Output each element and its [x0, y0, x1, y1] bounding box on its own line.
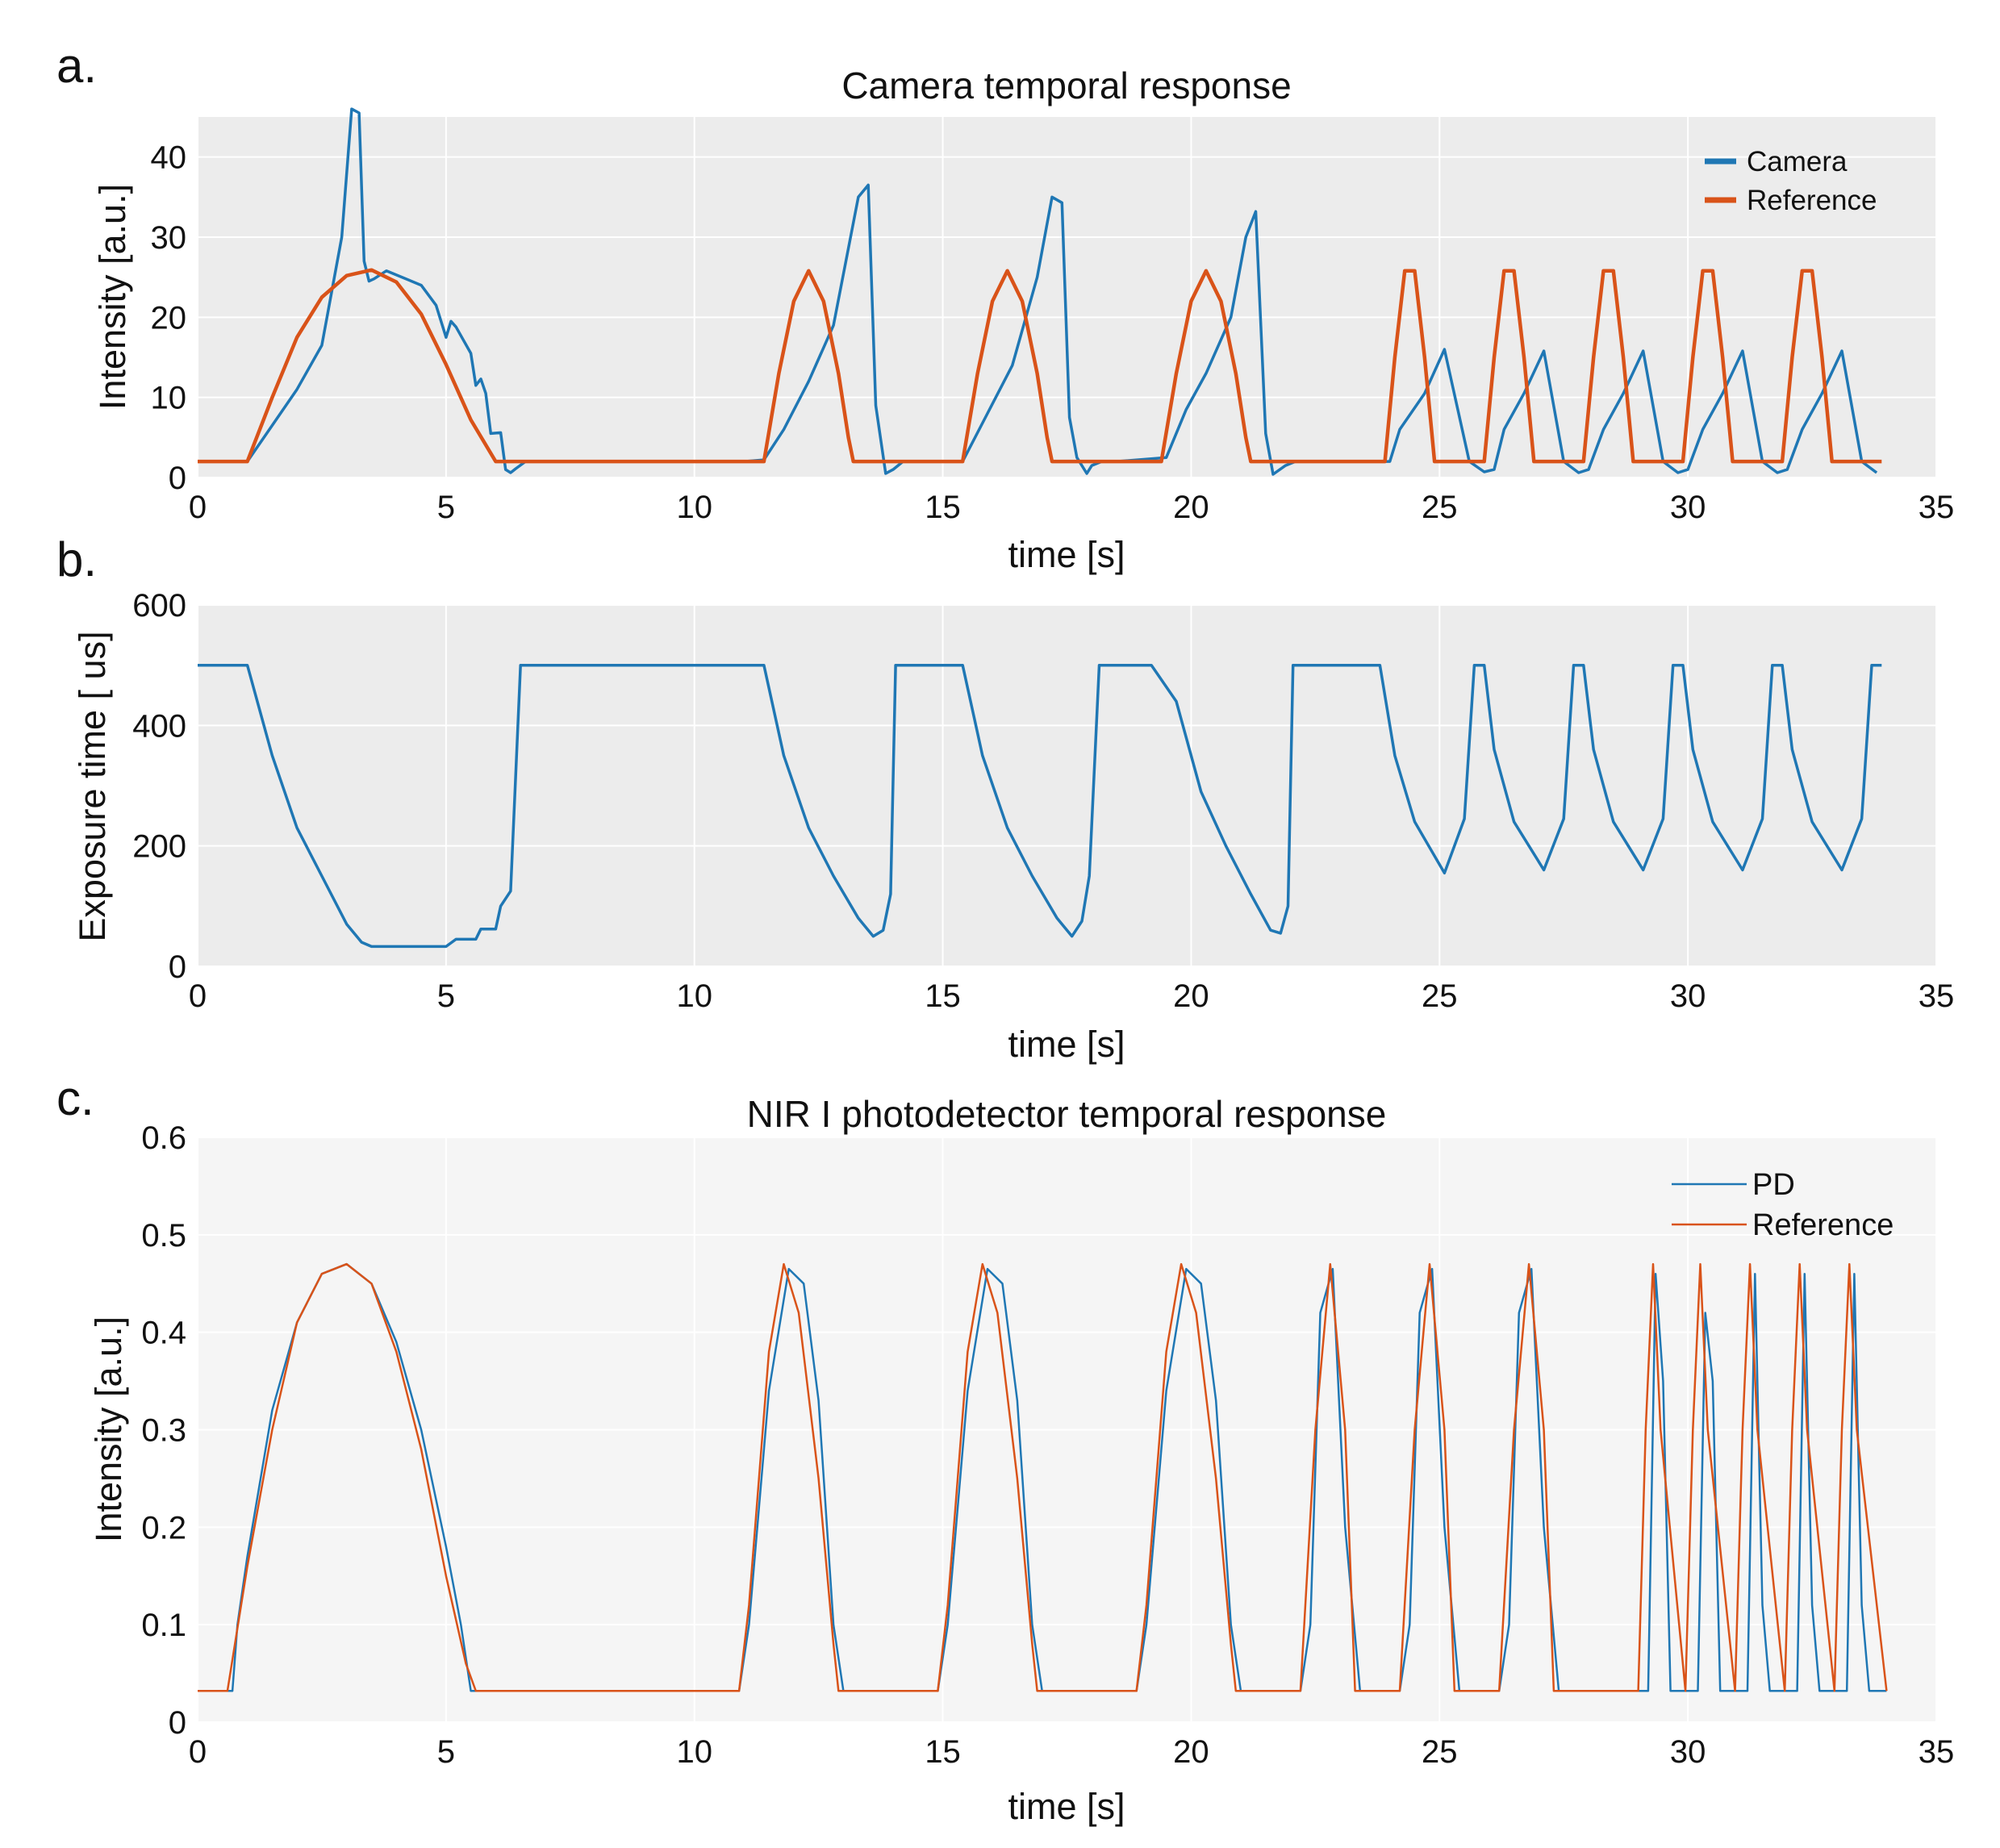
y-axis-label: Intensity [a.u.]: [92, 184, 133, 410]
y-tick-label: 0: [169, 1705, 186, 1741]
y-tick-label: 0.4: [141, 1316, 186, 1351]
x-tick-label: 0: [189, 978, 207, 1014]
chart-title: NIR I photodetector temporal response: [747, 1093, 1387, 1135]
x-tick-label: 0: [189, 1734, 207, 1770]
y-tick-labels: 0 0.1 0.2 0.3 0.4 0.5 0.6: [141, 1120, 186, 1741]
x-tick-label: 25: [1422, 978, 1458, 1014]
legend: Camera Reference: [1705, 146, 1877, 216]
y-tick-label: 600: [132, 588, 186, 624]
plot-area: [198, 605, 1936, 966]
y-tick-label: 0.1: [141, 1608, 186, 1643]
plot-area: [198, 117, 1936, 478]
y-tick-label: 0.2: [141, 1510, 186, 1546]
series-line-reference: [198, 1262, 1888, 1692]
panel-letter-b: b.: [56, 532, 97, 586]
y-tick-label: 400: [132, 708, 186, 744]
legend-label-pd: PD: [1752, 1168, 1795, 1202]
x-axis-label: time [s]: [1008, 534, 1125, 575]
x-tick-label: 20: [1173, 490, 1209, 525]
x-tick-label: 20: [1173, 1734, 1209, 1770]
chart-title: Camera temporal response: [841, 65, 1291, 106]
x-tick-labels: 0 5 10 15 20 25 30 35: [189, 978, 1954, 1014]
y-tick-label: 20: [151, 300, 187, 336]
x-tick-labels: 0 5 10 15 20 25 30 35: [189, 1734, 1954, 1770]
series-lines: [198, 1262, 1888, 1692]
x-tick-label: 5: [437, 1734, 455, 1770]
exposure-time-chart: 0 5 10 15 20 25 30 35 0 200 400 600 time [s] Expos…: [72, 588, 1954, 1065]
x-tick-label: 0: [189, 490, 207, 525]
series-line-reference: [198, 268, 1882, 464]
legend: PD Reference: [1672, 1168, 1894, 1242]
x-tick-label: 25: [1422, 1734, 1458, 1770]
y-tick-labels: 0 10 20 30 40: [151, 140, 187, 496]
x-tick-label: 35: [1919, 978, 1955, 1014]
x-tick-label: 5: [437, 978, 455, 1014]
x-tick-label: 35: [1919, 1734, 1955, 1770]
series-lines: [198, 107, 1882, 476]
panel-letter-a: a.: [56, 39, 97, 93]
y-tick-label: 0.6: [141, 1120, 186, 1156]
grid-lines: [197, 1137, 1937, 1723]
x-tick-label: 15: [925, 490, 961, 525]
x-tick-label: 30: [1670, 490, 1706, 525]
x-tick-label: 20: [1173, 978, 1209, 1014]
y-tick-label: 0: [169, 461, 186, 496]
x-tick-label: 25: [1422, 490, 1458, 525]
x-tick-label: 35: [1919, 490, 1955, 525]
y-tick-labels: 0 200 400 600: [132, 588, 186, 985]
x-tick-label: 30: [1670, 978, 1706, 1014]
y-tick-label: 10: [151, 381, 187, 416]
x-tick-label: 5: [437, 490, 455, 525]
photodetector-response-chart: 0 5 10 15 20 25 30 35 0 0.1 0.2 0.3 0.4 0.5 0.6 NIR I…: [88, 1093, 1954, 1827]
series-line: [198, 663, 1882, 949]
legend-label-reference: Reference: [1752, 1208, 1894, 1242]
x-tick-label: 10: [676, 1734, 712, 1770]
x-tick-label: 10: [676, 978, 712, 1014]
x-tick-label: 15: [925, 1734, 961, 1770]
grid-lines: [197, 117, 1937, 478]
y-axis-label: Intensity [a.u.]: [88, 1316, 129, 1542]
y-tick-label: 40: [151, 140, 187, 176]
y-tick-label: 0.3: [141, 1413, 186, 1449]
x-tick-labels: 0 5 10 15 20 25 30 35: [189, 490, 1954, 525]
x-tick-label: 15: [925, 978, 961, 1014]
y-axis-label: Exposure time [ us]: [72, 631, 113, 941]
y-tick-label: 200: [132, 829, 186, 865]
x-axis-label: time [s]: [1008, 1024, 1125, 1065]
y-tick-label: 0.5: [141, 1218, 186, 1254]
x-axis-label: time [s]: [1008, 1786, 1125, 1827]
series-line-camera: [198, 107, 1878, 476]
y-tick-label: 0: [169, 949, 186, 985]
legend-label-camera: Camera: [1747, 146, 1848, 177]
panel-letter-c: c.: [56, 1071, 94, 1125]
legend-label-reference: Reference: [1747, 185, 1877, 216]
camera-response-chart: 0 5 10 15 20 25 30 35 0 10 20 30 40 Camera temporal…: [92, 65, 1954, 575]
series-lines: [198, 663, 1882, 949]
x-tick-label: 10: [676, 490, 712, 525]
y-tick-label: 30: [151, 220, 187, 256]
x-tick-label: 30: [1670, 1734, 1706, 1770]
